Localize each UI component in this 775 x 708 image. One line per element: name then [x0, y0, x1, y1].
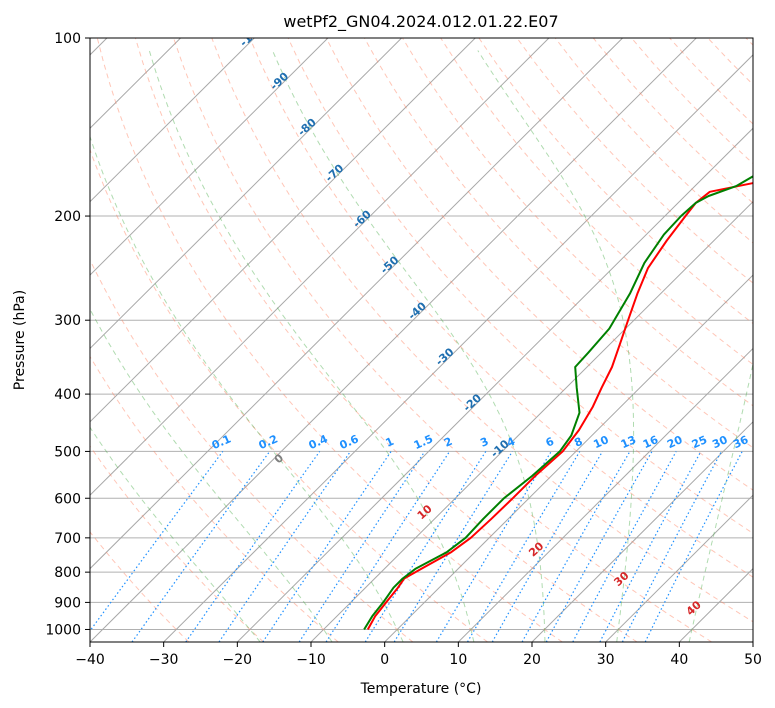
- dry-adiabat: [516, 38, 753, 284]
- y-axis-title: Pressure (hPa): [12, 290, 28, 390]
- plot-frame: [89, 37, 754, 643]
- isotherm-line: [310, 200, 753, 642]
- chart-title: wetPf2_GN04.2024.012.01.22.E07: [283, 12, 558, 32]
- isotherm-line: [531, 421, 753, 642]
- y-tick-label: 800: [54, 565, 81, 581]
- mixing-ratio-label: 13: [619, 433, 638, 451]
- dry-adiabat: [96, 38, 563, 642]
- isotherm-line: [90, 38, 402, 350]
- mixing-ratio-line: [545, 451, 653, 642]
- dry-adiabat: [402, 38, 753, 407]
- y-axis: 100 200 300 400 500 600 700 800 900 1000: [45, 31, 90, 638]
- x-tick-label: 50: [744, 652, 762, 668]
- y-tick-label: 200: [54, 209, 81, 225]
- mixing-ratio-line: [298, 451, 426, 642]
- x-axis-title: Temperature (°C): [360, 681, 482, 697]
- moist-adiabat: [688, 361, 753, 642]
- dry-adiabat: [90, 531, 190, 642]
- y-tick-label: 400: [54, 387, 81, 403]
- dry-adiabat: [90, 445, 264, 642]
- dry-adiabat: [440, 38, 753, 366]
- moist-adiabat: [148, 50, 475, 642]
- isotherm-line: [90, 38, 550, 496]
- isotherm-line: [90, 38, 255, 203]
- y-tick-label: 700: [54, 531, 81, 547]
- dry-adiabat: [249, 38, 753, 578]
- isotherm-line: [163, 54, 753, 642]
- x-axis: −40 −30 −20 −10 0 10 20 30 40 50: [75, 642, 762, 668]
- mixing-ratio-label: 30: [710, 433, 730, 451]
- y-tick-label: 300: [54, 313, 81, 329]
- mixing-ratio-line: [393, 451, 513, 642]
- mixing-ratio-line: [644, 451, 743, 642]
- x-tick-label: −10: [296, 652, 326, 668]
- dewpoint-profile: [363, 175, 753, 631]
- x-tick-label: 40: [670, 652, 688, 668]
- moist-adiabat: [272, 50, 546, 642]
- mixing-ratio-line: [131, 451, 271, 642]
- x-tick-label: 0: [380, 652, 389, 668]
- x-tick-label: −20: [223, 652, 253, 668]
- isotherm-line: [90, 38, 329, 276]
- x-tick-label: 30: [597, 652, 615, 668]
- mixing-ratio-label: 10: [591, 433, 611, 451]
- mixing-ratio-line: [218, 451, 351, 642]
- dry-adiabat: [211, 38, 753, 623]
- mixing-ratio-line: [262, 451, 392, 642]
- y-tick-label: 1000: [45, 622, 81, 638]
- isotherm-label: -100: [237, 21, 266, 49]
- mixing-ratio-line: [90, 451, 224, 632]
- x-tick-label: 10: [449, 652, 467, 668]
- x-tick-label: 20: [523, 652, 541, 668]
- mixing-ratio-line: [185, 451, 321, 642]
- isotherm-line: [90, 38, 623, 570]
- isotherm-line: [605, 494, 753, 642]
- isotherm-line: [90, 38, 697, 642]
- dry-adiabat: [90, 355, 339, 642]
- dry-adiabat: [90, 258, 414, 642]
- moist-adiabat: [477, 50, 635, 642]
- mixing-ratio-label: 36: [731, 433, 751, 451]
- moist-adiabat: [90, 135, 404, 642]
- mixing-ratio-line: [325, 451, 451, 642]
- dry-adiabat: [134, 38, 638, 642]
- isotherm-line: [236, 127, 753, 642]
- temperature-profile: [366, 181, 753, 630]
- x-tick-label: −30: [149, 652, 179, 668]
- isotherm-line: [90, 38, 476, 423]
- y-tick-label: 100: [54, 31, 81, 47]
- isotherm-line: [457, 347, 753, 642]
- moist-adiabat: [90, 426, 261, 642]
- mixing-ratio-line: [572, 451, 677, 642]
- mixing-ratio-label: 25: [690, 433, 709, 451]
- isotherm-line: [384, 274, 753, 642]
- y-tick-label: 600: [54, 491, 81, 507]
- mixing-ratio-label: 16: [641, 433, 661, 451]
- x-tick-label: −40: [75, 652, 105, 668]
- y-tick-label: 500: [54, 444, 81, 460]
- dry-adiabat: [90, 148, 488, 642]
- plot-area: [90, 38, 753, 642]
- y-tick-label: 900: [54, 595, 81, 611]
- mixing-ratio-label: 20: [665, 433, 685, 451]
- mixing-ratio-line: [521, 451, 631, 642]
- dry-adiabat: [287, 38, 753, 534]
- dry-adiabat: [173, 38, 712, 642]
